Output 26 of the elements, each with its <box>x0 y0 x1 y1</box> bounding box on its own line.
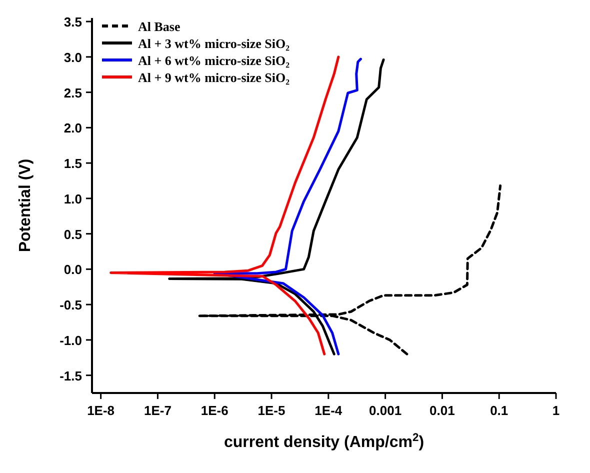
legend-label: Al Base <box>138 19 180 34</box>
y-tick-label: 1.5 <box>64 156 82 172</box>
x-tick-label: 1E-4 <box>314 403 343 418</box>
x-tick-label: 0.1 <box>490 403 508 418</box>
x-tick-label: 0.01 <box>430 403 455 418</box>
x-tick-label: 1E-7 <box>144 403 172 418</box>
y-tick-label: 2.0 <box>64 120 82 136</box>
y-tick-label: -1.5 <box>60 368 82 384</box>
y-tick-label: 1.0 <box>64 191 82 206</box>
y-tick-label: -1.0 <box>60 332 82 348</box>
y-tick-label: 3.0 <box>64 50 82 65</box>
y-tick-label: 0.0 <box>64 262 82 278</box>
x-tick-label: 0.001 <box>369 403 402 418</box>
y-tick-label: -0.5 <box>60 298 82 313</box>
x-tick-label: 1 <box>552 403 560 418</box>
legend-label: Al + 9 wt% micro-size SiO₂ <box>138 70 290 85</box>
x-tick-label: 1E-5 <box>258 403 286 418</box>
x-tick-label: 1E-8 <box>87 403 115 418</box>
y-axis-title: Potential (V) <box>17 158 34 252</box>
legend-label: Al + 6 wt% micro-size SiO₂ <box>138 53 290 68</box>
x-tick-label: 1E-6 <box>200 403 228 418</box>
y-tick-label: 3.5 <box>64 14 82 30</box>
y-tick-label: 0.5 <box>64 226 82 242</box>
legend-label: Al + 3 wt% micro-size SiO₂ <box>138 36 290 51</box>
y-tick-label: 2.5 <box>64 85 82 100</box>
x-axis-title: current density (Amp/cm$^{2}$) <box>224 432 424 451</box>
